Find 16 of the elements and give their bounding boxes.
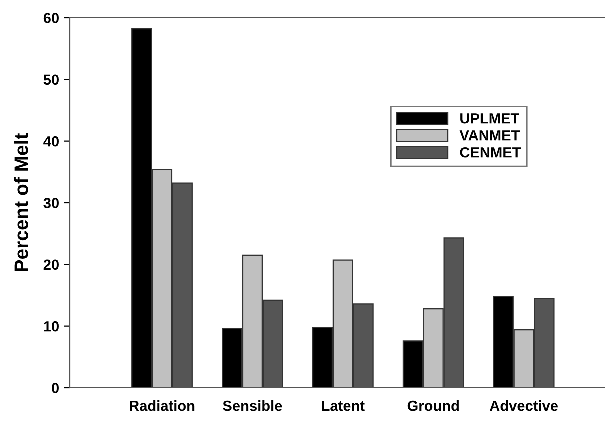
x-tick-label: Advective xyxy=(490,400,558,412)
legend-label: VANMET xyxy=(460,130,520,141)
y-tick-label: 10 xyxy=(44,321,59,332)
y-tick-label: 20 xyxy=(44,260,59,270)
x-tick-label: Sensible xyxy=(223,400,282,412)
y-tick-label: 50 xyxy=(44,74,59,86)
x-tick-label: Latent xyxy=(322,401,365,412)
y-tick-label: 30 xyxy=(44,198,59,208)
y-tick-label: 60 xyxy=(44,13,59,24)
x-tick-label: Radiation xyxy=(130,400,195,412)
legend-label: CENMET xyxy=(460,147,522,158)
y-tick-label: 40 xyxy=(44,136,59,147)
legend-label: UPLMET xyxy=(460,114,520,124)
y-tick-label: 0 xyxy=(52,383,59,394)
x-tick-label: Ground xyxy=(408,400,459,412)
y-axis-title: Percent of Melt xyxy=(14,134,28,272)
